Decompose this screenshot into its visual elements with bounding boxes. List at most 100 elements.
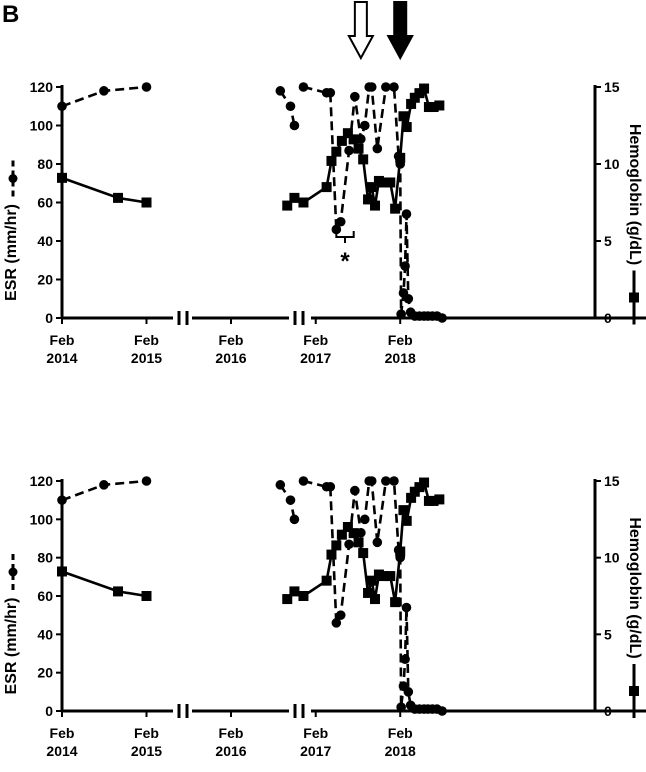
left-y-tick-label: 40 <box>37 626 53 642</box>
hemoglobin-data-point <box>348 528 359 539</box>
x-tick-month-label: Feb <box>303 332 328 348</box>
hemoglobin-data-point <box>378 571 389 582</box>
hemoglobin-data-point <box>369 594 380 605</box>
hemoglobin-data-point <box>348 134 359 145</box>
hemoglobin-data-point <box>406 98 417 109</box>
esr-data-point <box>335 610 346 620</box>
esr-data-point <box>381 476 391 486</box>
esr-data-point <box>331 224 342 235</box>
left-y-tick-label: 80 <box>37 156 53 172</box>
hemoglobin-data-point <box>113 586 124 597</box>
filled-arrow-marker <box>386 1 414 61</box>
hemoglobin-data-point <box>57 172 67 183</box>
esr-data-point <box>57 101 67 112</box>
left-y-tick-label: 60 <box>37 195 53 211</box>
hemoglobin-data-point <box>401 515 412 526</box>
x-tick-year-label: 2014 <box>46 350 77 366</box>
x-tick-month-label: Feb <box>303 725 328 741</box>
hemoglobin-data-point <box>363 194 374 205</box>
hemoglobin-data-point <box>282 200 293 211</box>
hemoglobin-data-point <box>390 203 401 214</box>
x-tick-month-label: Feb <box>134 332 159 348</box>
hemoglobin-data-point <box>428 495 439 506</box>
left-y-tick-label: 100 <box>30 511 54 527</box>
open-arrow-marker <box>347 1 375 61</box>
hemoglobin-data-point <box>406 492 417 503</box>
esr-data-point <box>366 476 377 486</box>
left-y-tick-label: 120 <box>30 79 54 95</box>
esr-data-point <box>350 485 360 496</box>
left-y-tick-label: 0 <box>45 310 53 326</box>
left-axis-series-key-marker <box>8 174 18 183</box>
x-tick-year-label: 2017 <box>300 743 331 759</box>
left-axis-title: ESR (mm/hr) <box>3 598 20 695</box>
hemoglobin-data-point <box>326 155 337 166</box>
left-y-tick-label: 20 <box>37 665 53 681</box>
hemoglobin-data-point <box>289 192 300 203</box>
hemoglobin-data-point <box>390 597 401 608</box>
right-y-tick-label: 10 <box>604 550 620 566</box>
esr-data-point <box>400 654 410 665</box>
hemoglobin-data-point <box>358 154 369 165</box>
hemoglobin-data-point <box>398 111 409 122</box>
esr-data-point <box>285 495 296 505</box>
right-axis-title: Hemoglobin (g/dL) <box>626 517 643 658</box>
esr-data-point <box>396 309 406 319</box>
x-tick-month-label: Feb <box>219 725 244 741</box>
esr-data-point <box>275 480 286 490</box>
chart-0: 0 20 40 60 80 100 120 0 5 10 15 Feb 2014 Feb 2015 Feb 20… <box>3 1 646 366</box>
hemoglobin-data-point <box>434 494 445 505</box>
hemoglobin-data-point <box>321 182 332 193</box>
esr-data-point <box>372 143 383 154</box>
esr-data-point <box>99 86 109 96</box>
esr-data-point <box>289 120 300 131</box>
hemoglobin-data-point <box>428 102 439 113</box>
hemoglobin-data-point <box>298 197 309 208</box>
hemoglobin-data-point <box>395 546 406 557</box>
esr-data-point <box>325 87 336 98</box>
right-axis-series-key-marker <box>629 686 639 696</box>
right-axis-series-key-marker <box>629 292 639 303</box>
esr-data-point <box>289 514 300 525</box>
hemoglobin-data-point <box>358 548 369 559</box>
x-tick-month-label: Feb <box>219 332 244 348</box>
esr-data-point <box>403 687 414 697</box>
left-y-tick-label: 20 <box>37 272 53 288</box>
left-y-tick-label: 0 <box>45 703 53 719</box>
esr-data-point <box>335 216 346 227</box>
left-y-tick-label: 80 <box>37 550 53 566</box>
x-tick-year-label: 2018 <box>385 743 416 759</box>
hemoglobin-data-point <box>321 575 332 586</box>
x-tick-month-label: Feb <box>388 725 413 741</box>
esr-data-point <box>331 618 342 628</box>
esr-data-point <box>141 476 152 486</box>
asterisk-annotation: * <box>340 248 350 275</box>
hemoglobin-data-point <box>342 128 353 139</box>
x-tick-month-label: Feb <box>388 332 413 348</box>
hemoglobin-data-point <box>366 182 377 193</box>
x-tick-year-label: 2016 <box>215 743 246 759</box>
esr-data-point <box>99 480 109 490</box>
esr-data-point <box>298 476 309 486</box>
esr-data-point <box>401 602 412 613</box>
esr-data-point <box>298 82 309 92</box>
esr-data-point <box>437 313 447 323</box>
hemoglobin-data-point <box>326 549 337 560</box>
chart-1: 0 20 40 60 80 100 120 0 5 10 15 Feb 2014 Feb 2015 Feb 20… <box>3 473 646 759</box>
hemoglobin-series-line <box>61 176 147 204</box>
hemoglobin-data-point <box>113 192 124 203</box>
right-y-tick-label: 5 <box>604 233 612 249</box>
bracket-annotation <box>335 231 355 243</box>
hemoglobin-data-point <box>385 177 396 188</box>
hemoglobin-data-point <box>141 197 152 208</box>
hemoglobin-series-line <box>61 570 147 598</box>
esr-data-point <box>275 86 286 96</box>
right-y-tick-label: 15 <box>604 79 620 95</box>
x-tick-year-label: 2014 <box>46 743 77 759</box>
panel-label: B <box>2 1 19 28</box>
hemoglobin-data-point <box>434 100 445 111</box>
right-y-tick-label: 0 <box>604 703 612 719</box>
hemoglobin-data-point <box>342 522 353 532</box>
esr-data-point <box>403 293 414 304</box>
